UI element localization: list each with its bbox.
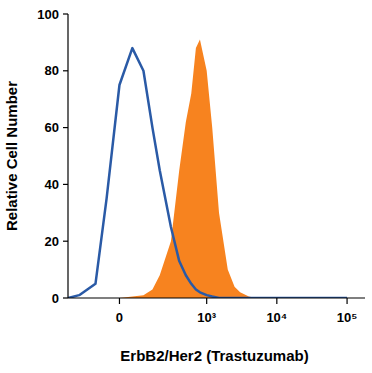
x-tick-label: 0 [116, 310, 123, 325]
x-tick-label: 10³ [197, 310, 216, 325]
y-axis-label: Relative Cell Number [3, 81, 20, 231]
x-tick [119, 298, 120, 304]
y-tick [63, 297, 68, 298]
y-tick-label: 60 [45, 120, 59, 135]
y-tick [63, 184, 68, 185]
chart: 0 20 40 60 80 100 0 10³ 10⁴ 10⁵ ErbB2/Her2 (Trastu… [0, 0, 372, 373]
line [68, 48, 347, 298]
x-axis-label: ErbB2/Her2 (Trastuzumab) [120, 347, 308, 364]
y-tick-label: 40 [45, 177, 59, 192]
y-tick-label: 100 [37, 7, 59, 22]
x-axis [68, 297, 365, 298]
area [68, 40, 347, 298]
y-tick [63, 127, 68, 128]
plot-area [68, 40, 347, 298]
y-tick [63, 70, 68, 71]
x-tick-label: 10⁵ [337, 310, 358, 325]
x-tick-label: 10⁴ [266, 310, 287, 325]
x-tick [346, 298, 347, 304]
y-tick [63, 13, 68, 14]
x-tick [206, 298, 207, 304]
y-tick [63, 241, 68, 242]
y-axis [67, 14, 68, 298]
y-tick-label: 0 [52, 291, 59, 306]
x-tick [276, 298, 277, 304]
y-tick-label: 20 [45, 234, 59, 249]
y-tick-label: 80 [45, 63, 59, 78]
